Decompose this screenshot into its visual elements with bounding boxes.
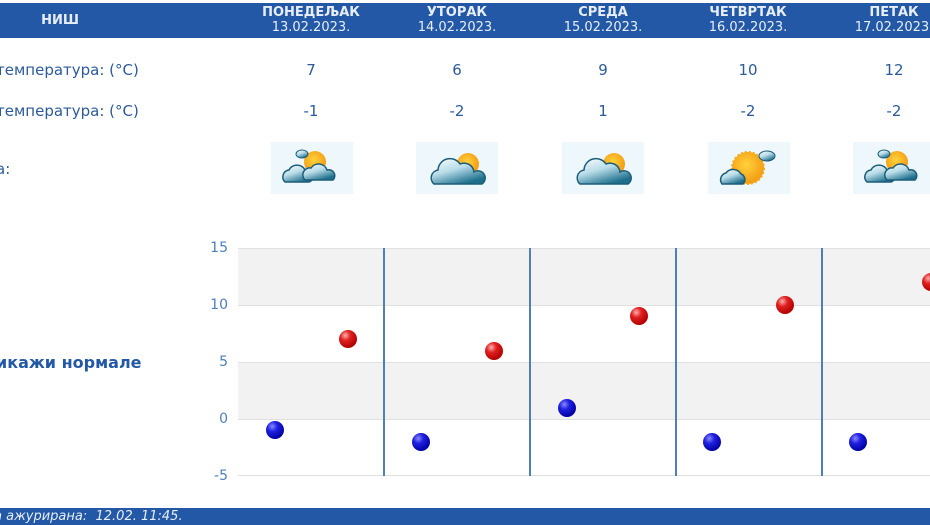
min-temp-point[interactable]: [266, 421, 284, 439]
day-header-2: УТОРАК 14.02.2023.: [384, 5, 530, 35]
day-name: ПОНЕДЕЉАК: [262, 5, 360, 20]
min-temp-point[interactable]: [558, 399, 576, 417]
min-temp-point[interactable]: [412, 433, 430, 451]
show-normals-link[interactable]: икажи нормале: [0, 353, 142, 372]
partly-cloudy-icon: [853, 142, 930, 194]
partly-cloudy-icon: [271, 142, 353, 194]
day-date: 15.02.2023.: [563, 20, 643, 35]
day-date: 13.02.2023.: [271, 20, 351, 35]
day-divider: [821, 248, 823, 476]
max-temp-value: 7: [306, 61, 316, 79]
max-temp-point[interactable]: [922, 273, 930, 291]
cloudy-with-sun-icon: [562, 142, 644, 194]
y-tick: -5: [214, 468, 228, 484]
min-temp-value: -2: [740, 102, 756, 120]
day-name: ПЕТАК: [869, 5, 919, 20]
y-tick: 5: [219, 354, 228, 370]
weather-label: а:: [0, 160, 11, 178]
max-temp-point[interactable]: [339, 330, 357, 348]
day-date: 17.02.2023.: [854, 20, 930, 35]
forecast-header: НИШ ПОНЕДЕЉАК 13.02.2023. УТОРАК 14.02.2…: [0, 3, 930, 38]
y-tick: 10: [210, 297, 228, 313]
max-temp-value: 9: [598, 61, 608, 79]
gridline: [238, 475, 930, 476]
temperature-chart: [238, 248, 930, 476]
gridline: [238, 362, 930, 363]
city-name: НИШ: [41, 13, 79, 28]
max-temp-point[interactable]: [485, 342, 503, 360]
day-header-5: ПЕТАК 17.02.2023.: [821, 5, 930, 35]
chart-band: [238, 248, 930, 305]
last-updated-text: а ажурирана: 12.02. 11:45.: [0, 509, 183, 524]
update-footer: а ажурирана: 12.02. 11:45.: [0, 508, 930, 525]
max-temp-value: 6: [452, 61, 462, 79]
day-header-3: СРЕДА 15.02.2023.: [530, 5, 676, 35]
gridline: [238, 248, 930, 249]
sunny-with-cloud-icon: [708, 142, 790, 194]
day-divider: [529, 248, 531, 476]
min-temp-point[interactable]: [849, 433, 867, 451]
day-header-4: ЧЕТВРТАК 16.02.2023.: [675, 5, 821, 35]
max-temp-value: 10: [738, 61, 758, 79]
day-header-1: ПОНЕДЕЉАК 13.02.2023.: [238, 5, 384, 35]
max-temp-label: температура: (°C): [0, 61, 139, 79]
gridline: [238, 305, 930, 306]
max-temp-point[interactable]: [776, 296, 794, 314]
y-tick: 15: [210, 240, 228, 256]
gridline: [238, 419, 930, 420]
day-name: УТОРАК: [426, 5, 488, 20]
min-temp-point[interactable]: [703, 433, 721, 451]
cloudy-with-sun-icon: [416, 142, 498, 194]
chart-band: [238, 419, 930, 476]
min-temp-label: температура: (°C): [0, 102, 139, 120]
day-date: 14.02.2023.: [417, 20, 497, 35]
day-divider: [675, 248, 677, 476]
max-temp-point[interactable]: [630, 307, 648, 325]
min-temp-value: -2: [449, 102, 465, 120]
day-date: 16.02.2023.: [708, 20, 788, 35]
day-name: СРЕДА: [578, 5, 628, 20]
min-temp-value: 1: [598, 102, 608, 120]
chart-band: [238, 362, 930, 419]
min-temp-value: -1: [303, 102, 319, 120]
day-divider: [383, 248, 385, 476]
y-tick: 0: [219, 411, 228, 427]
min-temp-value: -2: [886, 102, 902, 120]
max-temp-value: 12: [884, 61, 904, 79]
day-name: ЧЕТВРТАК: [709, 5, 787, 20]
